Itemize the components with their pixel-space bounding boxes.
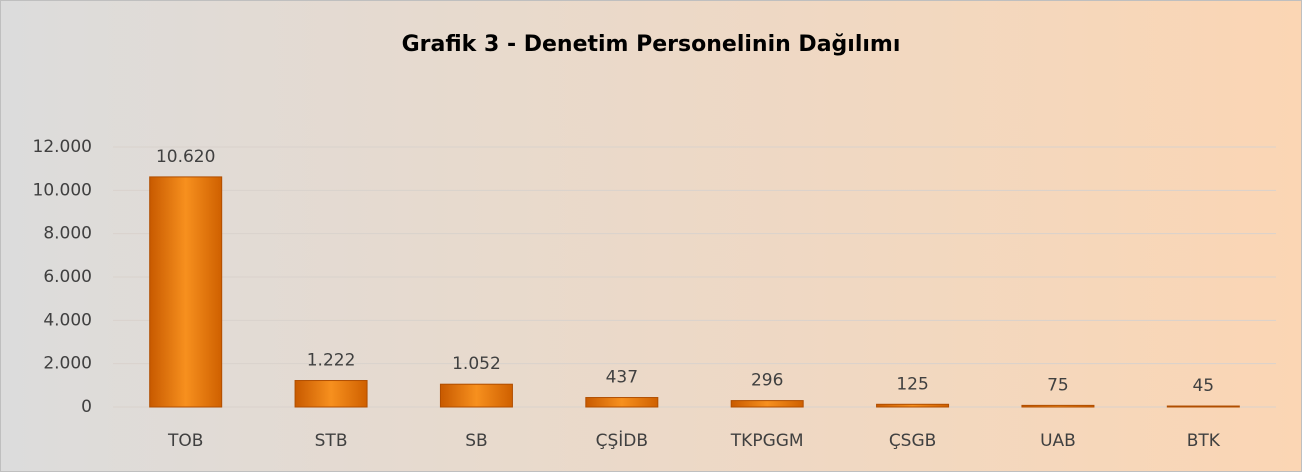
bar bbox=[876, 403, 950, 408]
x-tick-label: TKPGGM bbox=[730, 431, 804, 451]
y-tick-label: 4.000 bbox=[43, 310, 92, 330]
y-tick-label: 10.000 bbox=[33, 180, 92, 200]
y-tick-label: 2.000 bbox=[43, 354, 92, 374]
data-label: 1.052 bbox=[452, 354, 501, 374]
x-tick-label: STB bbox=[315, 431, 348, 451]
data-label: 125 bbox=[896, 374, 928, 394]
bar bbox=[294, 380, 368, 408]
x-tick-label: ÇŞİDB bbox=[596, 430, 648, 451]
data-label: 10.620 bbox=[156, 147, 215, 167]
y-tick-label: 8.000 bbox=[43, 224, 92, 244]
y-tick-label: 0 bbox=[81, 397, 92, 417]
x-tick-label: ÇSGB bbox=[889, 431, 937, 451]
bar bbox=[730, 400, 804, 408]
bar bbox=[439, 383, 513, 408]
y-tick-label: 6.000 bbox=[43, 267, 92, 287]
bar bbox=[149, 176, 223, 408]
bar bbox=[585, 397, 659, 408]
x-tick-label: SB bbox=[465, 431, 487, 451]
x-tick-label: BTK bbox=[1187, 431, 1221, 451]
bar bbox=[1166, 405, 1240, 408]
chart-title: Grafik 3 - Denetim Personelinin Dağılımı bbox=[402, 32, 901, 57]
y-tick-label: 12.000 bbox=[33, 137, 92, 157]
data-label: 1.222 bbox=[307, 351, 356, 371]
data-label: 45 bbox=[1192, 376, 1214, 396]
data-label: 437 bbox=[606, 368, 638, 388]
x-tick-label: UAB bbox=[1040, 431, 1076, 451]
data-label: 296 bbox=[751, 371, 783, 391]
data-label: 75 bbox=[1047, 375, 1069, 395]
bar bbox=[1021, 404, 1095, 408]
x-tick-label: TOB bbox=[167, 431, 203, 451]
